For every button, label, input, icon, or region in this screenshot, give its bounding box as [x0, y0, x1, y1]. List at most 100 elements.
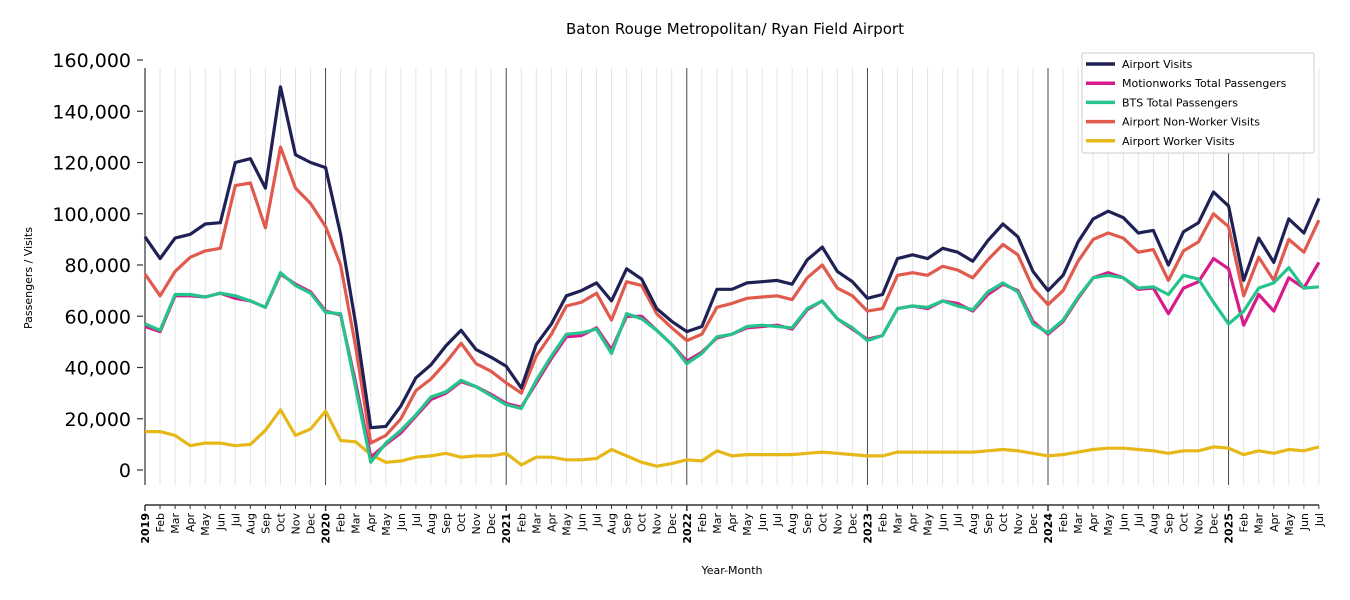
x-tick-label-month: Aug	[786, 513, 799, 534]
x-tick-label-year: 2024	[1042, 513, 1055, 544]
x-tick-label-month: Aug	[1147, 513, 1160, 534]
x-tick-label-year: 2023	[861, 513, 874, 544]
legend-box	[1081, 52, 1315, 154]
x-tick-label-month: Aug	[606, 513, 619, 534]
x-tick-label-month: Oct	[1177, 512, 1190, 532]
x-tick-label-month: Sep	[621, 513, 634, 534]
y-tick-label: 160,000	[52, 50, 131, 72]
x-tick-label-month: Mar	[1253, 513, 1266, 534]
x-tick-label-month: Mar	[892, 513, 905, 534]
series-line-bts-total-passengers	[144, 266, 1320, 464]
y-tick-label: 20,000	[65, 409, 131, 431]
y-tick-label: 80,000	[65, 255, 131, 277]
x-tick-label-year: 2025	[1223, 513, 1236, 544]
x-tick-label-month: Dec	[666, 513, 679, 534]
x-tick-label-month: Dec	[1027, 513, 1040, 534]
x-tick-label-month: Nov	[651, 513, 664, 535]
x-tick-label-month: Sep	[982, 513, 995, 534]
y-tick-label: 100,000	[52, 204, 131, 226]
x-tick-label-month: Jun	[575, 513, 588, 531]
x-tick-label-month: Jun	[1117, 513, 1130, 531]
x-tick-label-month: Sep	[801, 513, 814, 534]
x-tick-label-month: Oct	[455, 512, 468, 532]
x-tick-label-year: 2019	[139, 513, 152, 544]
x-tick-label-month: Oct	[997, 512, 1010, 532]
y-tick-label: 140,000	[52, 101, 131, 123]
x-tick-label-month: Nov	[1193, 513, 1206, 535]
series-line-airport-non-worker-visits	[143, 145, 1321, 445]
x-tick-label-month: Nov	[290, 513, 303, 535]
x-tick-label-month: Jul	[229, 513, 242, 527]
x-tick-label-month: Mar	[350, 513, 363, 534]
y-tick-label: 40,000	[65, 358, 131, 380]
x-tick-label-month: Aug	[425, 513, 438, 534]
x-tick-label-month: Feb	[876, 513, 889, 532]
x-tick-label-month: Sep	[259, 513, 272, 534]
x-tick-label-month: Dec	[305, 513, 318, 534]
legend-label: Airport Visits	[1122, 58, 1193, 71]
x-tick-label-month: Apr	[726, 513, 739, 533]
legend-label: Motionworks Total Passengers	[1122, 77, 1287, 90]
x-tick-label-month: Feb	[335, 513, 348, 532]
x-tick-label-year: 2021	[500, 513, 513, 544]
x-tick-label-month: May	[1102, 513, 1115, 536]
x-tick-label-month: May	[560, 513, 573, 536]
x-tick-label-month: Jun	[1298, 513, 1311, 531]
gridlines	[144, 68, 1320, 485]
x-tick-label-month: Jul	[771, 513, 784, 527]
x-axis-label: Year-Month	[700, 564, 762, 577]
y-axis-label: Passengers / Visits	[22, 227, 35, 329]
x-tick-label-year: 2020	[320, 513, 333, 544]
x-tick-label-month: Oct	[636, 512, 649, 532]
x-tick-label-month: Jul	[952, 513, 965, 527]
x-axis: 2019 Feb Mar Apr May Jun Jul Aug Sep Oct Nov Dec 202…	[139, 504, 1326, 544]
y-axis: 0 20,000 40,000 60,000 80,000 100,000 120,000 1…	[52, 50, 146, 485]
x-tick-label-month: Sep	[440, 513, 453, 534]
x-tick-label-month: Aug	[244, 513, 257, 534]
x-tick-label-month: Aug	[967, 513, 980, 534]
x-tick-label-month: May	[380, 513, 393, 536]
x-tick-label-month: Apr	[545, 513, 558, 533]
y-tick-label: 60,000	[65, 306, 131, 328]
x-tick-label-month: Nov	[470, 513, 483, 535]
x-tick-label-month: May	[741, 513, 754, 536]
x-tick-label-month: Feb	[1238, 513, 1251, 532]
x-tick-label-month: Apr	[1087, 513, 1100, 533]
x-tick-label-month: Dec	[485, 513, 498, 534]
legend: Airport Visits Motionworks Total Passenge…	[1081, 52, 1315, 154]
y-tick-label: 120,000	[52, 153, 131, 175]
x-tick-label-month: Dec	[846, 513, 859, 534]
x-tick-label-month: Apr	[365, 513, 378, 533]
x-tick-label-month: Feb	[154, 513, 167, 532]
series-line-airport-worker-visits	[145, 408, 1320, 468]
x-tick-label-month: Mar	[1072, 513, 1085, 534]
x-tick-label-month: Apr	[184, 513, 197, 533]
x-tick-label-month: Dec	[1208, 513, 1221, 534]
x-tick-label-month: Oct	[816, 512, 829, 532]
chart-title: Baton Rouge Metropolitan/ Ryan Field Air…	[566, 20, 904, 38]
x-tick-label-month: Mar	[169, 513, 182, 534]
series-line-airport-visits	[143, 85, 1321, 430]
x-tick-label-month: Feb	[1057, 513, 1070, 532]
x-tick-label-month: Mar	[711, 513, 724, 534]
x-tick-label-month: Feb	[696, 513, 709, 532]
x-tick-label-month: Jul	[591, 513, 604, 527]
x-tick-label-month: May	[1283, 513, 1296, 536]
x-tick-label-month: Feb	[515, 513, 528, 532]
x-tick-label-month: Apr	[1268, 513, 1281, 533]
x-tick-label-month: Jun	[937, 513, 950, 531]
x-tick-label-month: Jul	[410, 513, 423, 527]
x-tick-label-month: Mar	[530, 513, 543, 534]
x-tick-label-month: May	[199, 513, 212, 536]
legend-label: BTS Total Passengers	[1122, 96, 1238, 109]
x-tick-label-month: Oct	[274, 512, 287, 532]
series-lines	[143, 85, 1321, 468]
legend-label: Airport Worker Visits	[1122, 135, 1235, 148]
x-tick-label-month: Sep	[1162, 513, 1175, 534]
x-tick-label-month: Apr	[907, 513, 920, 533]
x-tick-label-month: Jun	[756, 513, 769, 531]
x-tick-label-month: Jun	[214, 513, 227, 531]
x-tick-label-month: May	[922, 513, 935, 536]
x-tick-label-month: Jul	[1313, 513, 1326, 527]
